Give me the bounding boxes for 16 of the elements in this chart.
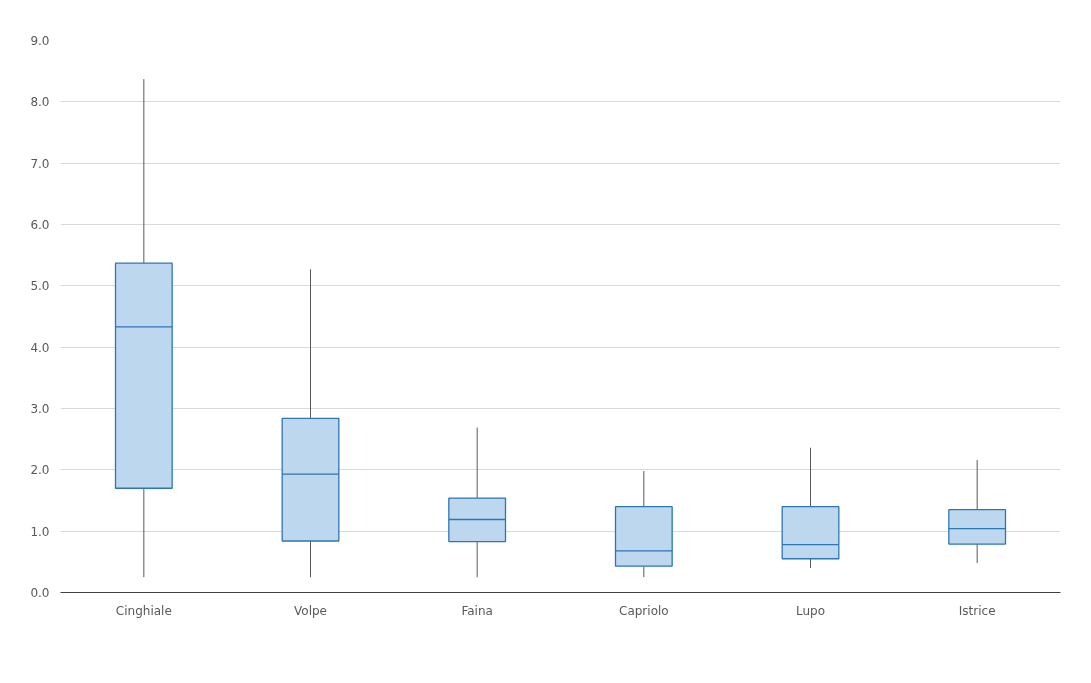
x-tick-label: Faina bbox=[461, 603, 493, 618]
y-tick-label: 8.0 bbox=[30, 95, 50, 110]
y-tick-label: 7.0 bbox=[30, 156, 50, 171]
x-tick-label: Capriolo bbox=[619, 603, 669, 618]
y-tick-label: 4.0 bbox=[30, 340, 50, 355]
y-tick-label: 2.0 bbox=[30, 463, 50, 478]
y-tick-label: 3.0 bbox=[30, 402, 50, 416]
y-tick-label: 0.0 bbox=[30, 586, 50, 600]
y-tick-label: 6.0 bbox=[30, 218, 50, 232]
x-tick-label: Lupo bbox=[795, 603, 826, 618]
x-tick-label: Volpe bbox=[294, 603, 327, 618]
y-tick-label: 9.0 bbox=[30, 34, 50, 48]
y-tick-label: 1.0 bbox=[30, 524, 50, 539]
x-tick-label: Cinghiale bbox=[115, 603, 172, 618]
x-tick-label: Istrice bbox=[958, 603, 996, 618]
y-tick-label: 5.0 bbox=[30, 279, 50, 294]
